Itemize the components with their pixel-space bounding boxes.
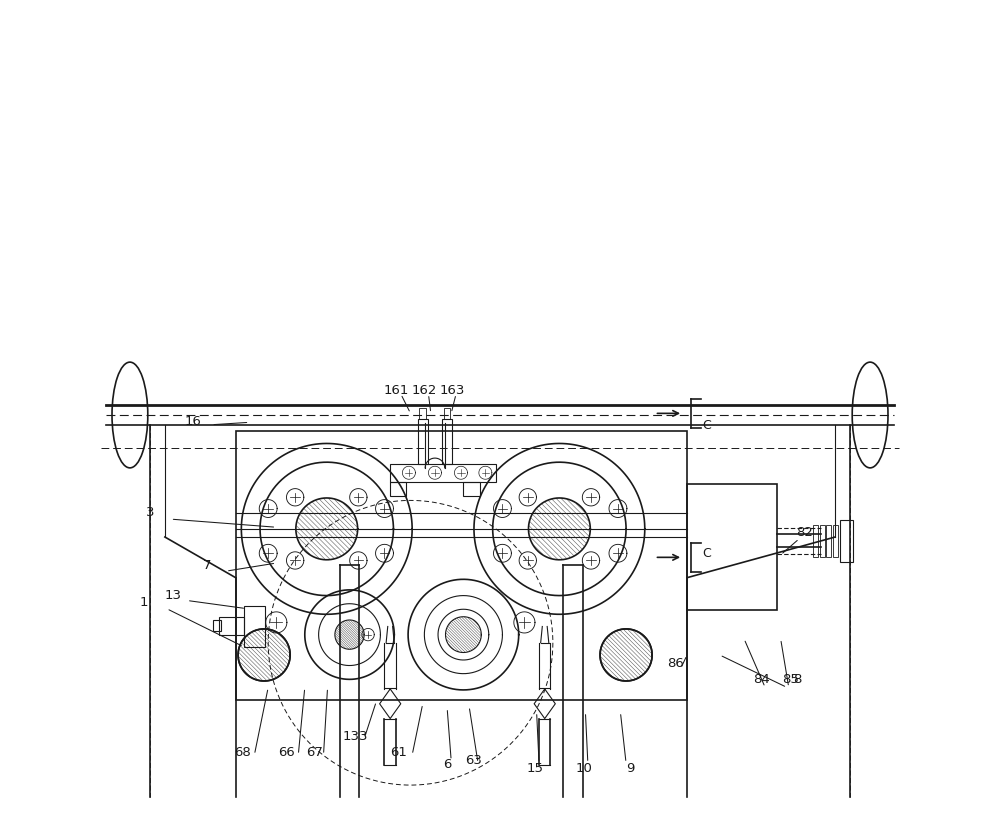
Bar	[463, 481, 480, 496]
Text: 1: 1	[139, 596, 148, 608]
Text: 68: 68	[234, 746, 251, 759]
Bar	[826, 525, 831, 557]
Text: 85: 85	[782, 673, 799, 686]
Text: 84: 84	[754, 673, 770, 686]
Text: 67: 67	[306, 746, 323, 759]
Text: 9: 9	[626, 762, 634, 775]
Bar	[390, 464, 496, 481]
Text: 3: 3	[146, 506, 154, 519]
Bar	[390, 481, 406, 496]
Bar	[833, 525, 838, 557]
Text: 133: 133	[342, 730, 368, 743]
Bar	[444, 408, 450, 419]
Text: 6: 6	[443, 759, 451, 771]
Text: 7: 7	[203, 559, 211, 572]
Text: 82: 82	[797, 526, 813, 540]
Bar	[687, 484, 777, 610]
Bar	[820, 525, 825, 557]
Bar	[418, 419, 428, 464]
Bar	[244, 606, 265, 647]
Text: 161: 161	[384, 384, 409, 397]
Text: 63: 63	[466, 754, 482, 767]
Text: 86: 86	[667, 657, 684, 670]
Text: C: C	[703, 547, 711, 559]
Text: 15: 15	[526, 762, 543, 775]
Text: C: C	[703, 419, 711, 432]
Text: 10: 10	[575, 762, 592, 775]
Bar	[813, 525, 818, 557]
Text: 13: 13	[165, 589, 182, 602]
Bar	[442, 419, 452, 464]
Text: 61: 61	[390, 746, 407, 759]
Bar	[219, 617, 244, 635]
Bar	[419, 408, 426, 419]
Bar	[236, 432, 687, 700]
Text: 16: 16	[184, 415, 201, 428]
Bar	[840, 520, 853, 562]
Text: 162: 162	[412, 384, 437, 397]
Bar	[213, 620, 221, 632]
Text: 163: 163	[439, 384, 465, 397]
Text: 8: 8	[793, 673, 801, 686]
Text: 66: 66	[278, 746, 294, 759]
